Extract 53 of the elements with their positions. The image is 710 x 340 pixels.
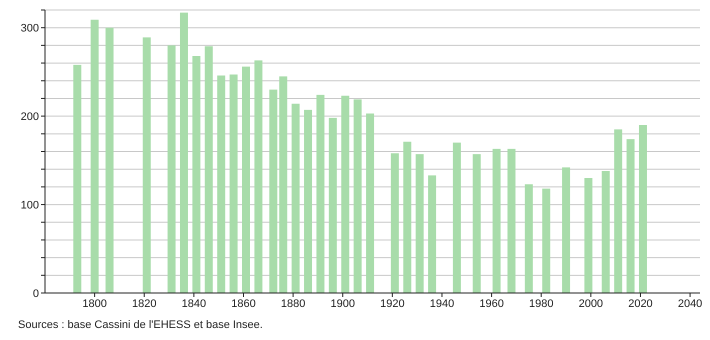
x-tick-label: 1900	[330, 298, 355, 310]
bar	[452, 142, 461, 293]
bar	[390, 153, 399, 293]
x-tick-label: 1940	[430, 298, 454, 310]
x-tick-label: 1920	[380, 298, 405, 310]
bar	[142, 37, 151, 293]
bar	[316, 94, 324, 293]
x-tick-label: 2000	[578, 298, 604, 310]
source-note: Sources : base Cassini de l'EHESS et base Insee.	[18, 319, 263, 331]
bar	[354, 99, 362, 293]
bar	[341, 96, 350, 293]
x-tick-label: 1980	[528, 298, 554, 310]
bar	[638, 124, 647, 293]
bar	[90, 20, 99, 293]
bar	[492, 148, 501, 293]
y-tick-label: 0	[32, 288, 39, 300]
bar	[192, 56, 200, 293]
bar	[403, 142, 412, 293]
y-tick-label: 100	[20, 199, 39, 212]
bar	[602, 170, 610, 293]
bar	[230, 74, 238, 293]
y-tick-label: 300	[20, 22, 39, 35]
bar	[168, 45, 176, 293]
bar	[217, 75, 226, 293]
x-tick-label: 2040	[678, 298, 702, 310]
x-tick-label: 1820	[132, 298, 156, 310]
bar	[507, 148, 516, 293]
x-tick-label: 2020	[628, 298, 653, 310]
x-tick-label: 1800	[82, 298, 107, 310]
x-tick-label: 1960	[479, 298, 504, 310]
bar	[366, 113, 374, 293]
bar	[542, 188, 550, 293]
bar	[472, 154, 481, 293]
bar	[254, 60, 262, 293]
x-tick-label: 1840	[182, 298, 206, 310]
bar	[106, 28, 114, 293]
bar	[614, 129, 622, 293]
bar	[73, 64, 82, 293]
bar	[584, 178, 592, 293]
bar	[416, 154, 424, 293]
bar	[626, 139, 635, 293]
bar	[428, 175, 436, 293]
y-tick-label: 200	[20, 111, 39, 124]
bar	[180, 12, 188, 293]
bar	[242, 66, 250, 293]
bar	[292, 104, 300, 293]
bar	[204, 46, 213, 293]
bar	[304, 110, 312, 293]
x-tick-label: 1880	[280, 298, 306, 310]
bar	[328, 118, 337, 293]
x-tick-label: 1860	[231, 298, 256, 310]
bar	[562, 167, 570, 293]
bar	[524, 184, 533, 293]
